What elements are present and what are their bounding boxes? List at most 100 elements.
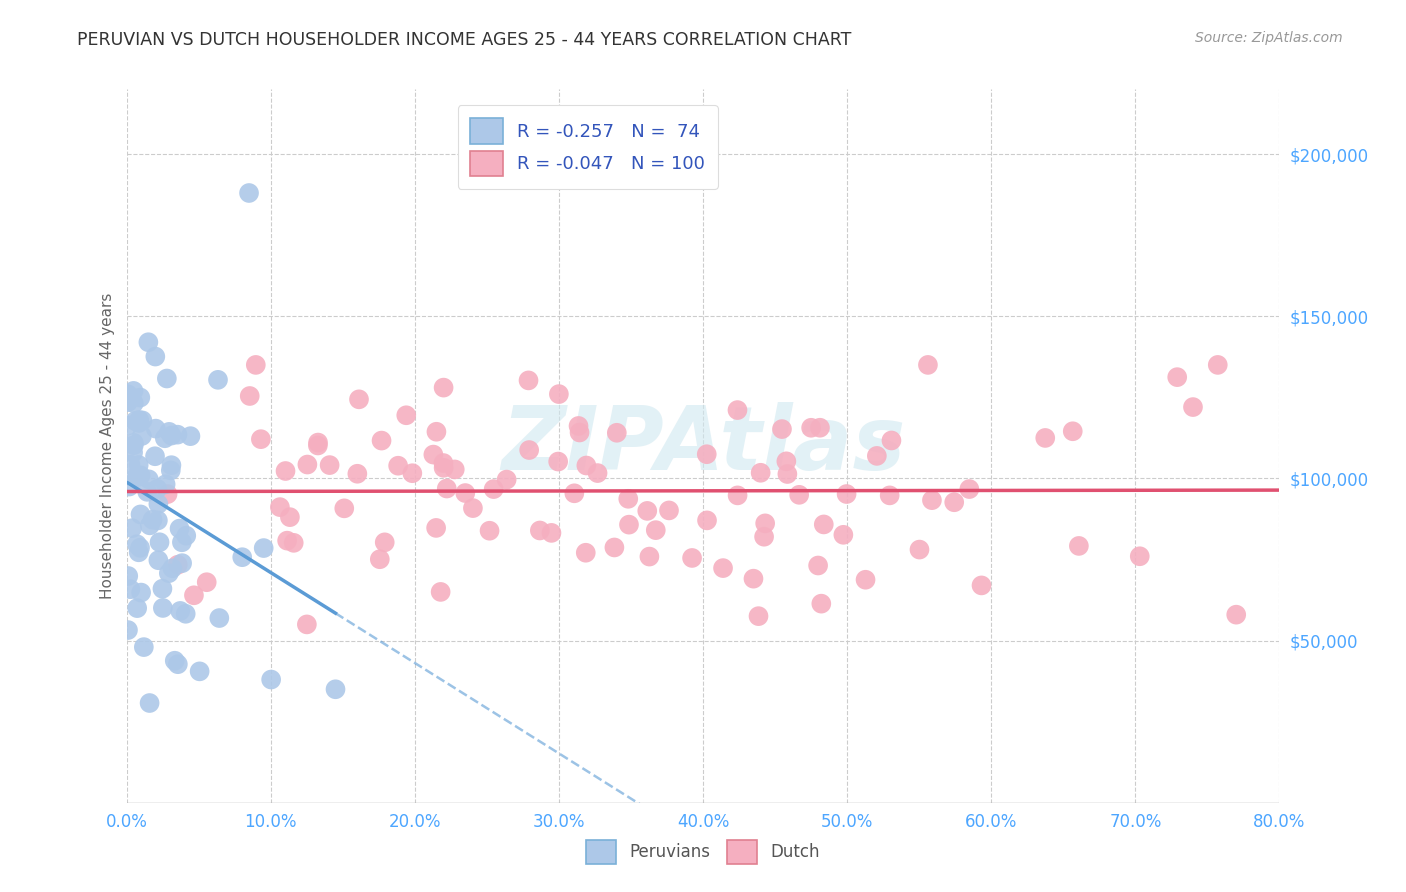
Point [370, 434, 392, 448]
Point [374, 535, 396, 549]
Point [269, 500, 291, 515]
Point [117, 387, 139, 401]
Text: Source: ZipAtlas.com: Source: ZipAtlas.com [1195, 31, 1343, 45]
Point [606, 425, 628, 440]
Point [174, 529, 197, 543]
Point [517, 373, 540, 387]
Point [129, 541, 152, 555]
Point [443, 462, 465, 476]
Point [1129, 549, 1152, 564]
Point [122, 438, 145, 452]
Point [1062, 424, 1084, 438]
Point [163, 654, 186, 668]
Point [239, 389, 262, 403]
Point [162, 561, 184, 575]
Point [547, 454, 569, 468]
Point [250, 432, 273, 446]
Point [1067, 539, 1090, 553]
Point [568, 425, 591, 440]
Point [128, 458, 150, 472]
Point [278, 510, 301, 524]
Point [188, 665, 211, 679]
Point [636, 504, 658, 518]
Point [238, 186, 260, 200]
Point [832, 528, 855, 542]
Point [245, 358, 267, 372]
Point [696, 447, 718, 461]
Point [495, 473, 517, 487]
Point [478, 524, 501, 538]
Point [422, 448, 444, 462]
Point [866, 449, 889, 463]
Point [159, 463, 181, 477]
Point [125, 469, 148, 483]
Point [770, 422, 793, 436]
Point [970, 578, 993, 592]
Point [917, 358, 939, 372]
Text: PERUVIAN VS DUTCH HOUSEHOLDER INCOME AGES 25 - 44 YEARS CORRELATION CHART: PERUVIAN VS DUTCH HOUSEHOLDER INCOME AGE… [77, 31, 852, 49]
Point [603, 541, 626, 555]
Point [908, 542, 931, 557]
Point [461, 501, 484, 516]
Point [276, 533, 298, 548]
Point [166, 558, 188, 572]
Point [120, 582, 142, 597]
Point [141, 513, 163, 527]
Point [835, 487, 858, 501]
Point [658, 503, 681, 517]
Point [156, 487, 179, 501]
Point [152, 601, 174, 615]
Point [152, 582, 174, 596]
Point [129, 391, 152, 405]
Point [157, 425, 180, 439]
Point [387, 458, 409, 473]
Point [131, 413, 153, 427]
Point [747, 609, 769, 624]
Point [170, 535, 193, 549]
Point [131, 429, 153, 443]
Point [548, 387, 571, 401]
Point [124, 414, 146, 428]
Point [586, 466, 609, 480]
Point [540, 525, 562, 540]
Point [117, 418, 139, 433]
Point [169, 522, 191, 536]
Point [749, 466, 772, 480]
Point [157, 566, 180, 581]
Point [174, 607, 197, 621]
Point [160, 428, 183, 442]
Point [153, 431, 176, 445]
Point [129, 468, 152, 483]
Point [425, 425, 447, 439]
Point [813, 517, 835, 532]
Point [1033, 431, 1056, 445]
Point [776, 467, 799, 481]
Point [139, 518, 162, 533]
Point [146, 513, 169, 527]
Point [617, 517, 640, 532]
Point [132, 640, 155, 654]
Point [260, 673, 283, 687]
Point [879, 488, 901, 502]
Point [207, 373, 229, 387]
Point [347, 392, 370, 407]
Point [156, 371, 179, 385]
Point [807, 558, 830, 573]
Point [433, 460, 456, 475]
Point [297, 458, 319, 472]
Point [681, 551, 703, 566]
Point [166, 657, 188, 672]
Point [752, 530, 775, 544]
Point [395, 409, 418, 423]
Point [727, 488, 749, 502]
Point [433, 381, 456, 395]
Legend: Peruvians, Dutch: Peruvians, Dutch [579, 833, 827, 871]
Point [482, 482, 505, 496]
Point [775, 454, 797, 468]
Point [117, 623, 139, 637]
Point [253, 541, 276, 555]
Point [136, 484, 159, 499]
Point [1206, 358, 1229, 372]
Point [117, 395, 139, 409]
Point [346, 467, 368, 481]
